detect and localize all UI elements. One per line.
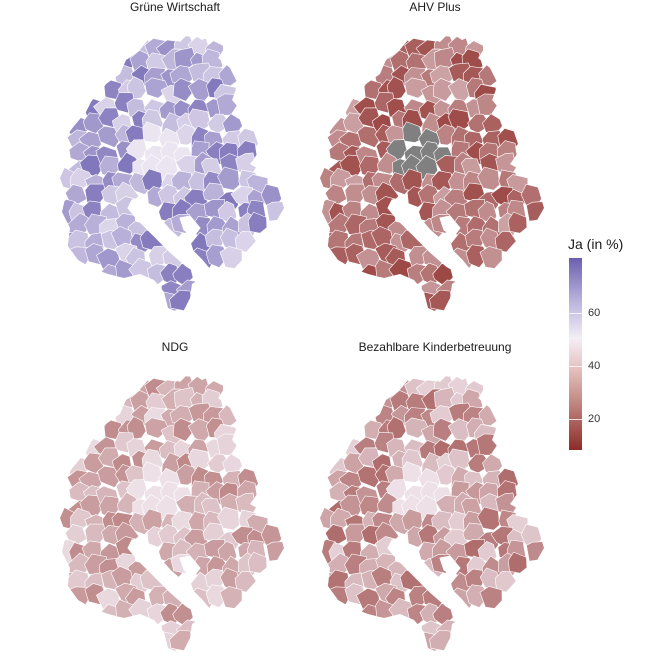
municipality-area bbox=[172, 417, 195, 442]
municipality-area bbox=[447, 418, 471, 444]
lake-area bbox=[127, 197, 213, 277]
municipality-area bbox=[507, 211, 528, 234]
municipality-area bbox=[266, 541, 284, 562]
choropleth-map bbox=[320, 375, 544, 653]
municipality-area bbox=[402, 461, 423, 483]
lake-area bbox=[179, 215, 201, 237]
municipality-area bbox=[477, 166, 501, 191]
panel-title: Bezahlbare Kinderbetreuung bbox=[358, 340, 512, 354]
lake-area bbox=[387, 537, 473, 617]
municipality-area bbox=[526, 201, 544, 222]
municipality-area bbox=[526, 541, 544, 562]
legend-tick-mark bbox=[569, 313, 582, 314]
municipality-area bbox=[187, 78, 211, 104]
municipality-area bbox=[234, 230, 257, 253]
municipality-area bbox=[477, 506, 501, 531]
municipality-area bbox=[357, 125, 381, 148]
panel-title: Grüne Wirtschaft bbox=[129, 0, 221, 14]
municipality-area bbox=[432, 417, 455, 442]
map-panel-ndg: NDG bbox=[40, 340, 310, 670]
panel-title: NDG bbox=[161, 340, 189, 354]
municipality-area bbox=[266, 201, 284, 222]
municipalities bbox=[320, 375, 544, 653]
map-panel-ahv-plus: AHV Plus bbox=[300, 0, 570, 330]
municipality-area bbox=[216, 93, 239, 116]
map-panel-bezahlbare-kinderbetreuung: Bezahlbare Kinderbetreuung bbox=[300, 340, 570, 670]
municipalities bbox=[320, 35, 544, 313]
legend-title: Ja (in %) bbox=[568, 236, 624, 252]
lake-area bbox=[387, 197, 473, 277]
map-panel-gruene-wirtschaft: Grüne Wirtschaft bbox=[40, 0, 310, 330]
municipality-area bbox=[402, 121, 423, 143]
lake-area bbox=[439, 555, 461, 577]
legend-colorbar bbox=[569, 258, 582, 450]
municipality-area bbox=[217, 166, 241, 191]
color-legend: Ja (in %) 60 40 20 bbox=[560, 236, 650, 466]
municipality-area bbox=[507, 551, 528, 574]
municipalities bbox=[60, 35, 284, 313]
municipality-area bbox=[494, 230, 517, 253]
municipality-area bbox=[247, 551, 268, 574]
legend-tick-mark bbox=[569, 366, 582, 367]
municipality-area bbox=[234, 570, 257, 593]
choropleth-map bbox=[60, 35, 284, 313]
municipality-area bbox=[216, 433, 239, 456]
municipality-area bbox=[142, 121, 163, 143]
municipalities bbox=[60, 375, 284, 653]
legend-tick-label: 20 bbox=[588, 413, 601, 425]
municipality-area bbox=[97, 465, 121, 488]
lake-area bbox=[127, 537, 213, 617]
legend-tick-mark bbox=[569, 419, 582, 420]
choropleth-map bbox=[60, 375, 284, 653]
municipality-area bbox=[142, 461, 163, 483]
choropleth-map bbox=[320, 35, 544, 313]
municipality-area bbox=[187, 418, 211, 444]
legend-tick-label: 40 bbox=[588, 360, 601, 372]
municipality-area bbox=[217, 506, 241, 531]
lake-area bbox=[439, 215, 461, 237]
municipality-area bbox=[476, 433, 499, 456]
municipality-area bbox=[97, 125, 121, 148]
municipality-area bbox=[432, 77, 455, 102]
legend-tick-label: 60 bbox=[588, 307, 601, 319]
municipality-area bbox=[247, 211, 268, 234]
municipality-area bbox=[476, 93, 499, 116]
municipality-area bbox=[447, 78, 471, 104]
municipality-area bbox=[172, 77, 195, 102]
lake-area bbox=[179, 555, 201, 577]
municipality-area bbox=[494, 570, 517, 593]
panel-title: AHV Plus bbox=[409, 0, 461, 14]
municipality-area bbox=[357, 465, 381, 488]
